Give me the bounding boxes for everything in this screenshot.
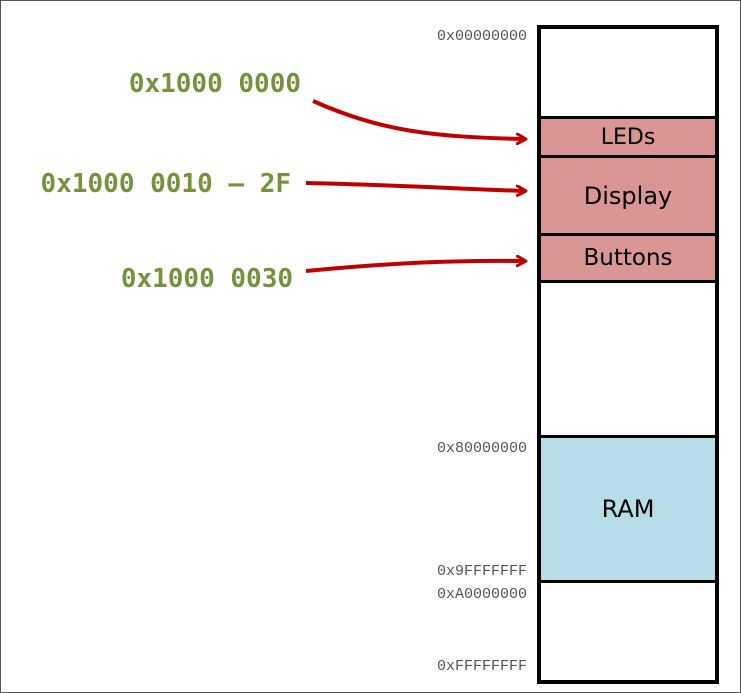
memory-column: LEDs Display Buttons RAM — [537, 25, 719, 684]
region-buttons: Buttons — [541, 233, 715, 283]
region-leds-label: LEDs — [600, 124, 656, 150]
address-after-ram-label: 0xA0000000 — [436, 586, 527, 603]
region-display-label: Display — [583, 181, 673, 210]
callout-leds-address: 0x1000 0000 — [128, 69, 301, 99]
arrow-to-buttons — [305, 261, 525, 273]
arrow-to-display — [305, 181, 525, 191]
callout-display-address: 0x1000 0010 – 2F — [40, 169, 291, 199]
address-end-label: 0xFFFFFFFF — [436, 658, 527, 675]
region-buttons-label: Buttons — [583, 245, 673, 271]
address-ram-start-label: 0x80000000 — [436, 440, 527, 457]
arrow-to-leds — [312, 99, 525, 139]
region-ram-label: RAM — [601, 495, 655, 523]
address-start-label: 0x00000000 — [436, 28, 527, 45]
address-ram-end-label: 0x9FFFFFFF — [436, 563, 527, 580]
callout-buttons-address: 0x1000 0030 — [120, 264, 293, 294]
region-ram: RAM — [541, 435, 715, 583]
